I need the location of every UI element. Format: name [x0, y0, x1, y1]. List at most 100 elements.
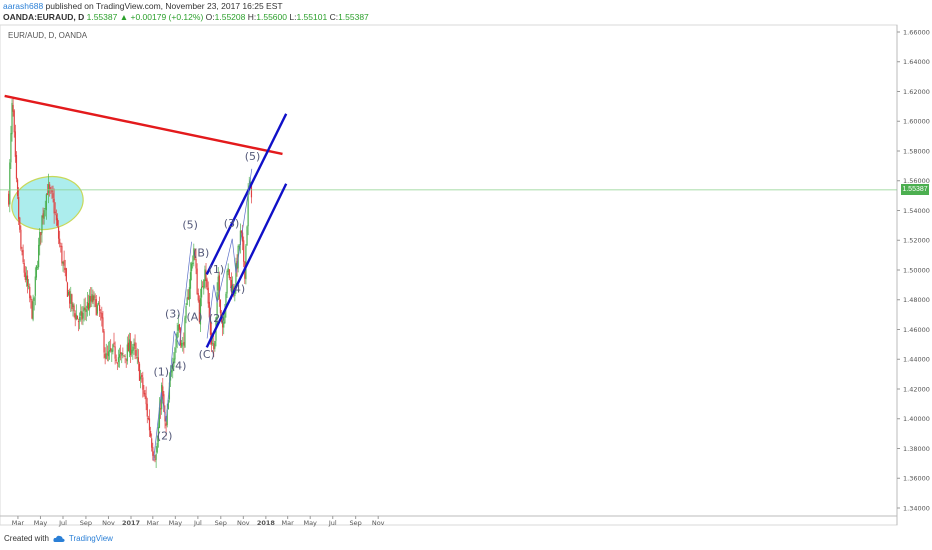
wave-label[interactable]: (5): [245, 150, 261, 163]
time-tick-label: May: [303, 519, 317, 527]
wave-label[interactable]: (5): [182, 218, 198, 231]
candle-down: [241, 232, 244, 242]
candle-up: [126, 344, 128, 362]
channel-lower-line[interactable]: [205, 183, 288, 348]
candle-up: [173, 358, 175, 367]
candle-down: [13, 110, 15, 133]
candle-down: [134, 342, 136, 350]
candle-up: [166, 409, 168, 426]
candle-down: [56, 218, 59, 226]
candle-up: [177, 324, 179, 331]
candle-up: [10, 133, 12, 163]
wave-label[interactable]: (4): [171, 360, 187, 373]
candle-down: [59, 238, 61, 244]
candle-down: [104, 353, 106, 358]
price-axis[interactable]: 1.34000 1.36000 1.38000 1.40000 1.42000 1.440…: [897, 28, 930, 512]
channel-upper-line[interactable]: [205, 113, 288, 275]
candle-up: [204, 269, 206, 281]
candle-down: [30, 296, 32, 301]
candle-down: [110, 348, 112, 351]
wave-label[interactable]: (1): [209, 263, 225, 276]
candle-down: [198, 299, 200, 323]
candle-down: [42, 213, 44, 218]
candle-down: [138, 363, 141, 381]
candle-down: [116, 362, 118, 364]
candle-down: [115, 359, 117, 361]
candle-up: [176, 332, 178, 339]
candle-up: [107, 351, 110, 357]
wave-label[interactable]: (2): [157, 430, 173, 443]
price-tick-label: 1.40000: [903, 415, 930, 423]
price-tick-label: 1.66000: [903, 28, 930, 36]
candle-up: [174, 347, 176, 360]
candle-up: [72, 303, 74, 307]
candle-up: [238, 245, 240, 247]
candle-down: [205, 270, 207, 282]
price-tick-label: 1.54000: [903, 207, 930, 215]
author-link[interactable]: aarash688: [3, 1, 44, 11]
wave-label[interactable]: (2): [209, 312, 225, 325]
time-tick-label: Sep: [350, 519, 362, 527]
candle-up: [216, 292, 218, 320]
wave-label[interactable]: (B): [193, 247, 209, 260]
time-tick-label: 2017: [122, 519, 140, 527]
wave-label[interactable]: (C): [199, 348, 215, 361]
candle-down: [26, 275, 29, 287]
wave-label[interactable]: (A): [186, 311, 202, 324]
candle-down: [55, 214, 57, 221]
candle-down: [73, 305, 75, 312]
candle-up: [189, 272, 192, 289]
candle-up: [105, 353, 107, 359]
last-price-badge: 1.55387: [901, 184, 929, 195]
wave-label[interactable]: (3): [165, 308, 181, 321]
candle-up: [89, 295, 91, 309]
candle-up: [48, 184, 50, 194]
wave-label[interactable]: (3): [224, 217, 240, 230]
symbol-label: OANDA:EURAUD, D: [3, 12, 85, 22]
candle-down: [113, 342, 115, 345]
price-tick-label: 1.62000: [903, 88, 930, 96]
candle-down: [159, 408, 162, 410]
candle-down: [90, 296, 92, 302]
candle-up: [44, 208, 46, 210]
wave-paths: [153, 168, 253, 461]
candle-up: [246, 226, 248, 246]
open-value: 1.55208: [214, 12, 246, 22]
candle-up: [155, 454, 157, 460]
wave-label[interactable]: (1): [154, 366, 170, 379]
time-axis[interactable]: Mar May Jul Sep Nov 2017 Mar May Jul Sep Nov 2018 Ma…: [12, 516, 385, 527]
candle-down: [8, 193, 10, 205]
wave-connector: [153, 241, 192, 461]
candle-down: [120, 352, 122, 355]
candle-down: [100, 312, 102, 314]
time-tick-label: Mar: [147, 519, 160, 527]
candle-down: [124, 356, 126, 358]
candle-down: [143, 390, 145, 395]
candle-down: [53, 198, 55, 214]
candle-up: [168, 382, 171, 400]
resistance-trendline[interactable]: [4, 94, 283, 156]
last-price: 1.55387: [86, 12, 118, 22]
candle-up: [203, 279, 205, 290]
candle-up: [11, 102, 13, 135]
price-tick-label: 1.56000: [903, 177, 930, 185]
candle-down: [57, 226, 60, 239]
candle-down: [71, 294, 73, 310]
time-tick-label: Nov: [102, 519, 115, 527]
candle-up: [235, 263, 237, 288]
wave-label[interactable]: (4): [230, 282, 246, 295]
candle-up: [75, 314, 77, 320]
candle-down: [21, 250, 23, 252]
candle-up: [111, 349, 113, 353]
tradingview-logo-text[interactable]: TradingView: [68, 534, 113, 543]
candle-up: [226, 271, 228, 294]
price-tick-label: 1.58000: [903, 147, 930, 155]
candle-up: [9, 162, 11, 205]
candle-up: [190, 263, 193, 272]
price-tick-label: 1.38000: [903, 445, 930, 453]
candle-down: [141, 375, 143, 377]
candle-up: [35, 265, 38, 278]
candle-down: [229, 277, 231, 279]
candle-down: [165, 423, 167, 426]
